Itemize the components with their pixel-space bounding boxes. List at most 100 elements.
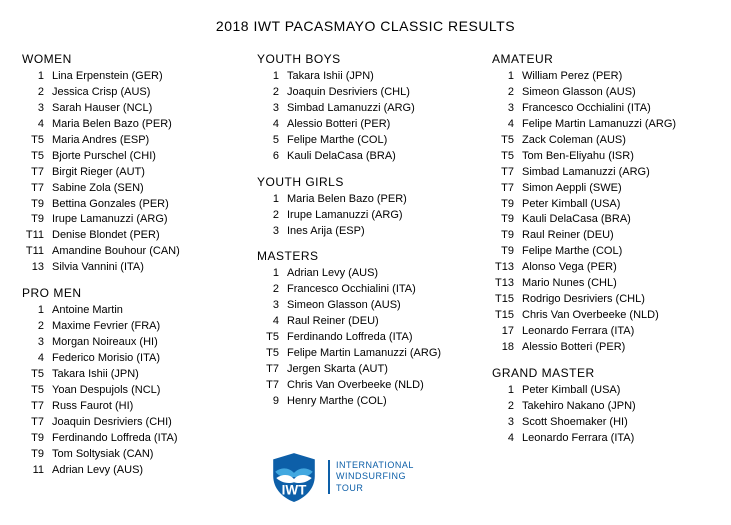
position: T5 (22, 383, 52, 399)
result-row: 2Joaquin Desriviers (CHL) (257, 85, 474, 101)
result-row: 9Henry Marthe (COL) (257, 394, 474, 410)
result-row: T11Denise Blondet (PER) (22, 228, 239, 244)
competitor-name: Francesco Occhialini (ITA) (287, 282, 474, 298)
position: T13 (492, 276, 522, 292)
result-row: T7Jergen Skarta (AUT) (257, 362, 474, 378)
position: T13 (492, 260, 522, 276)
result-row: T7Russ Faurot (HI) (22, 399, 239, 415)
logo-text: INTERNATIONAL WINDSURFING TOUR (328, 460, 414, 494)
competitor-name: Raul Reiner (DEU) (522, 228, 709, 244)
competitor-name: Raul Reiner (DEU) (287, 314, 474, 330)
competitor-name: Simeon Glasson (AUS) (287, 298, 474, 314)
section: AMATEUR1William Perez (PER)2Simeon Glass… (492, 52, 709, 356)
position: 3 (257, 101, 287, 117)
position: T9 (492, 244, 522, 260)
result-row: 4Raul Reiner (DEU) (257, 314, 474, 330)
result-row: T5Takara Ishii (JPN) (22, 367, 239, 383)
position: 5 (257, 133, 287, 149)
competitor-name: Francesco Occhialini (ITA) (522, 101, 709, 117)
competitor-name: Tom Soltysiak (CAN) (52, 447, 239, 463)
result-row: 1Maria Belen Bazo (PER) (257, 192, 474, 208)
position: T9 (22, 212, 52, 228)
competitor-name: Maria Andres (ESP) (52, 133, 239, 149)
result-row: 2Maxime Fevrier (FRA) (22, 319, 239, 335)
competitor-name: Felipe Marthe (COL) (522, 244, 709, 260)
result-row: T9Felipe Marthe (COL) (492, 244, 709, 260)
shield-icon: IWT (268, 451, 320, 503)
result-row: 2Francesco Occhialini (ITA) (257, 282, 474, 298)
competitor-name: Birgit Rieger (AUT) (52, 165, 239, 181)
competitor-name: Bjorte Purschel (CHI) (52, 149, 239, 165)
section-heading: YOUTH GIRLS (257, 175, 474, 189)
result-row: 1William Perez (PER) (492, 69, 709, 85)
position: T5 (257, 330, 287, 346)
position: 18 (492, 340, 522, 356)
result-row: 3Sarah Hauser (NCL) (22, 101, 239, 117)
result-row: 1Peter Kimball (USA) (492, 383, 709, 399)
result-row: T9Peter Kimball (USA) (492, 197, 709, 213)
result-row: T7Sabine Zola (SEN) (22, 181, 239, 197)
result-row: 3Simbad Lamanuzzi (ARG) (257, 101, 474, 117)
position: 3 (257, 224, 287, 240)
competitor-name: Joaquin Desriviers (CHL) (287, 85, 474, 101)
result-row: T13Alonso Vega (PER) (492, 260, 709, 276)
section-heading: WOMEN (22, 52, 239, 66)
competitor-name: Tom Ben-Eliyahu (ISR) (522, 149, 709, 165)
position: 3 (492, 101, 522, 117)
position: T7 (492, 165, 522, 181)
competitor-name: Felipe Marthe (COL) (287, 133, 474, 149)
position: 6 (257, 149, 287, 165)
competitor-name: Leonardo Ferrara (ITA) (522, 324, 709, 340)
position: 3 (492, 415, 522, 431)
position: T11 (22, 228, 52, 244)
column-2: YOUTH BOYS1Takara Ishii (JPN)2Joaquin De… (257, 52, 474, 489)
section: GRAND MASTER1Peter Kimball (USA)2Takehir… (492, 366, 709, 447)
competitor-name: Bettina Gonzales (PER) (52, 197, 239, 213)
result-row: 4Alessio Botteri (PER) (257, 117, 474, 133)
result-row: 3Morgan Noireaux (HI) (22, 335, 239, 351)
competitor-name: Yoan Despujols (NCL) (52, 383, 239, 399)
competitor-name: Alessio Botteri (PER) (522, 340, 709, 356)
column-1: WOMEN1Lina Erpenstein (GER)2Jessica Cris… (22, 52, 239, 489)
column-3: AMATEUR1William Perez (PER)2Simeon Glass… (492, 52, 709, 489)
position: 4 (492, 431, 522, 447)
position: T11 (22, 244, 52, 260)
position: 1 (22, 303, 52, 319)
position: 4 (492, 117, 522, 133)
position: T5 (22, 133, 52, 149)
position: 1 (257, 266, 287, 282)
section: PRO MEN1Antoine Martin2Maxime Fevrier (F… (22, 286, 239, 478)
competitor-name: Morgan Noireaux (HI) (52, 335, 239, 351)
page-title: 2018 IWT PACASMAYO CLASSIC RESULTS (22, 18, 709, 34)
position: 2 (257, 282, 287, 298)
result-row: 17Leonardo Ferrara (ITA) (492, 324, 709, 340)
result-row: T7Birgit Rieger (AUT) (22, 165, 239, 181)
position: 13 (22, 260, 52, 276)
competitor-name: Leonardo Ferrara (ITA) (522, 431, 709, 447)
section: YOUTH BOYS1Takara Ishii (JPN)2Joaquin De… (257, 52, 474, 165)
competitor-name: Alessio Botteri (PER) (287, 117, 474, 133)
competitor-name: Zack Coleman (AUS) (522, 133, 709, 149)
position: T7 (22, 165, 52, 181)
position: 4 (257, 117, 287, 133)
result-row: 11Adrian Levy (AUS) (22, 463, 239, 479)
position: 9 (257, 394, 287, 410)
result-row: T5Felipe Martin Lamanuzzi (ARG) (257, 346, 474, 362)
competitor-name: Chris Van Overbeeke (NLD) (287, 378, 474, 394)
result-row: T5Tom Ben-Eliyahu (ISR) (492, 149, 709, 165)
competitor-name: Amandine Bouhour (CAN) (52, 244, 239, 260)
competitor-name: Maria Belen Bazo (PER) (52, 117, 239, 133)
competitor-name: Ferdinando Loffreda (ITA) (287, 330, 474, 346)
competitor-name: Peter Kimball (USA) (522, 383, 709, 399)
competitor-name: Lina Erpenstein (GER) (52, 69, 239, 85)
result-row: 3Simeon Glasson (AUS) (257, 298, 474, 314)
position: T7 (22, 181, 52, 197)
competitor-name: Joaquin Desriviers (CHI) (52, 415, 239, 431)
competitor-name: Mario Nunes (CHL) (522, 276, 709, 292)
competitor-name: Simbad Lamanuzzi (ARG) (287, 101, 474, 117)
position: 1 (257, 192, 287, 208)
result-row: 2Takehiro Nakano (JPN) (492, 399, 709, 415)
competitor-name: Rodrigo Desriviers (CHL) (522, 292, 709, 308)
position: 3 (22, 101, 52, 117)
competitor-name: Jessica Crisp (AUS) (52, 85, 239, 101)
